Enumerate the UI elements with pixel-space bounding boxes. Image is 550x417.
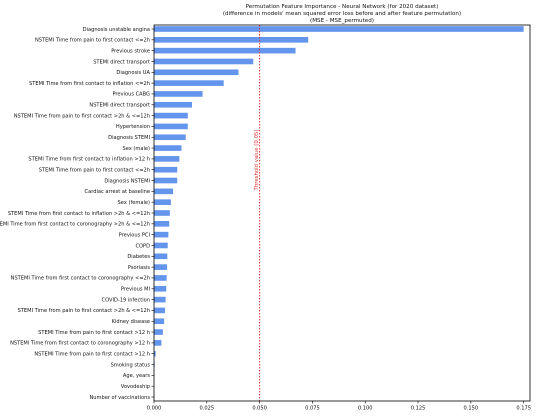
category-label: NSTEMI Time from pain to first contact >… [14, 113, 150, 119]
category-label: NSTEMI Time from pain to first contact >… [34, 352, 150, 358]
chart-title: Permutation Feature Importance - Neural … [246, 4, 439, 10]
x-tick-label: 0.125 [411, 406, 426, 412]
bar [154, 318, 165, 325]
bar [154, 80, 224, 86]
bar [154, 350, 156, 357]
bar [154, 112, 188, 119]
category-label: Diagnosis STEMI [108, 135, 150, 141]
x-tick-label: 0.150 [464, 406, 479, 412]
chart-subtitle-formula: (MSE - MSE_permuted) [310, 18, 374, 24]
category-label: Sex (female) [118, 200, 150, 206]
chart-subtitle: (difference in models' mean squared erro… [223, 11, 461, 17]
bar [154, 101, 193, 108]
x-tick-label: 0.100 [358, 406, 373, 412]
bar [154, 296, 166, 303]
bar [154, 37, 309, 43]
category-label: COVID-19 infection [102, 297, 150, 303]
bar [154, 145, 182, 151]
x-axis: 0.000 0.025 0.050 0.075 0.100 0.125 0.150 0.175 [147, 401, 531, 412]
bar [154, 210, 170, 216]
bar [154, 188, 174, 195]
bar [154, 231, 169, 238]
bar [154, 199, 171, 205]
bar [154, 242, 168, 249]
category-label: NSTEMI direct transport [89, 103, 150, 109]
category-label: Previous stroke [111, 48, 150, 54]
category-label: Previous CABG [112, 92, 150, 98]
bar [154, 166, 178, 173]
reference-line-label: Threshold value (0.05) [254, 130, 260, 192]
bar [154, 134, 186, 141]
category-label: STEMI Time from pain to first contact >2… [18, 308, 150, 314]
bar [154, 91, 203, 97]
bar [154, 285, 167, 292]
category-label: NSTEMI Time from pain to first contact <… [35, 38, 150, 44]
bar [154, 253, 168, 260]
category-label: Diagnosis NSTEMI [104, 178, 150, 184]
bar [154, 307, 165, 314]
bars-group [154, 26, 524, 379]
category-label: STEMI Time from first contact to inflati… [8, 211, 150, 217]
category-label: Cardiac arrest at baseline [85, 189, 150, 195]
category-label: STEMI Time from pain to first contact <=… [39, 168, 150, 174]
category-label: Diagnosis UA [116, 70, 150, 76]
category-label: Diabetes [127, 254, 150, 260]
bar [154, 221, 170, 227]
category-label: Smoking status [111, 362, 151, 368]
category-label: NSTEMI Time from first contact to corono… [0, 222, 150, 228]
bar [154, 264, 168, 270]
x-tick-label: 0.175 [516, 406, 531, 412]
category-label: COPD [135, 243, 150, 249]
category-label: NSTEMI Time from first contact to corono… [10, 341, 150, 347]
category-labels-group: Diagnosis unstable angina NSTEMI Time fro… [0, 27, 154, 401]
category-label: Psoriasis [128, 265, 150, 271]
bar [154, 340, 162, 346]
plot-frame [153, 24, 531, 402]
bar [154, 58, 254, 65]
category-label: NSTEMI Time from first contact to corono… [11, 276, 150, 282]
category-label: STEMI Time from first contact to inflati… [28, 157, 150, 163]
x-tick-label: 0.050 [252, 406, 267, 412]
category-label: Diagnosis unstable angina [83, 27, 150, 33]
bar [154, 156, 180, 162]
category-label: Age, years [123, 373, 150, 379]
bar [154, 69, 239, 76]
reference-line-group: Threshold value (0.05) [254, 25, 261, 401]
category-label: STEMI Time from first contact to inflati… [29, 81, 150, 87]
bar [154, 275, 167, 281]
x-tick-label: 0.025 [200, 406, 215, 412]
bar [154, 177, 178, 184]
category-label: STEMI direct transport [93, 59, 150, 65]
bar [154, 329, 163, 335]
category-label: STEMI Time from pain to first contact >1… [38, 330, 150, 336]
category-label: Vovodeship [121, 384, 150, 390]
bar [154, 47, 296, 54]
category-label: Number of vaccinations [89, 395, 150, 401]
category-label: Sex (male) [122, 146, 150, 152]
category-label: Previous MI [121, 287, 150, 293]
category-label: Previous PCI [119, 232, 150, 238]
bar [154, 26, 524, 32]
x-tick-label: 0.000 [147, 406, 162, 412]
category-label: Kidney disease [112, 319, 150, 325]
x-tick-label: 0.075 [305, 406, 320, 412]
bar [154, 123, 188, 130]
category-label: Hypertension [116, 124, 150, 130]
